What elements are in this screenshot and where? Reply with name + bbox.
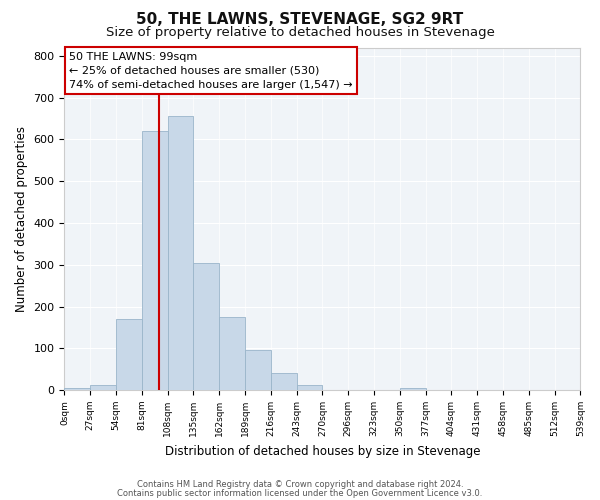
Text: Contains HM Land Registry data © Crown copyright and database right 2024.: Contains HM Land Registry data © Crown c… [137, 480, 463, 489]
Text: 50, THE LAWNS, STEVENAGE, SG2 9RT: 50, THE LAWNS, STEVENAGE, SG2 9RT [136, 12, 464, 28]
Bar [90, 385, 116, 390]
X-axis label: Distribution of detached houses by size in Stevenage: Distribution of detached houses by size … [165, 444, 480, 458]
Bar [296, 385, 322, 390]
Bar [64, 388, 90, 390]
Bar [116, 319, 142, 390]
Bar [400, 388, 425, 390]
Bar [271, 374, 296, 390]
Bar [167, 116, 193, 390]
Text: 50 THE LAWNS: 99sqm
← 25% of detached houses are smaller (530)
74% of semi-detac: 50 THE LAWNS: 99sqm ← 25% of detached ho… [69, 52, 353, 90]
Text: Contains public sector information licensed under the Open Government Licence v3: Contains public sector information licen… [118, 488, 482, 498]
Y-axis label: Number of detached properties: Number of detached properties [15, 126, 28, 312]
Text: Size of property relative to detached houses in Stevenage: Size of property relative to detached ho… [106, 26, 494, 39]
Bar [193, 262, 219, 390]
Bar [219, 317, 245, 390]
Bar [142, 131, 167, 390]
Bar [245, 350, 271, 390]
